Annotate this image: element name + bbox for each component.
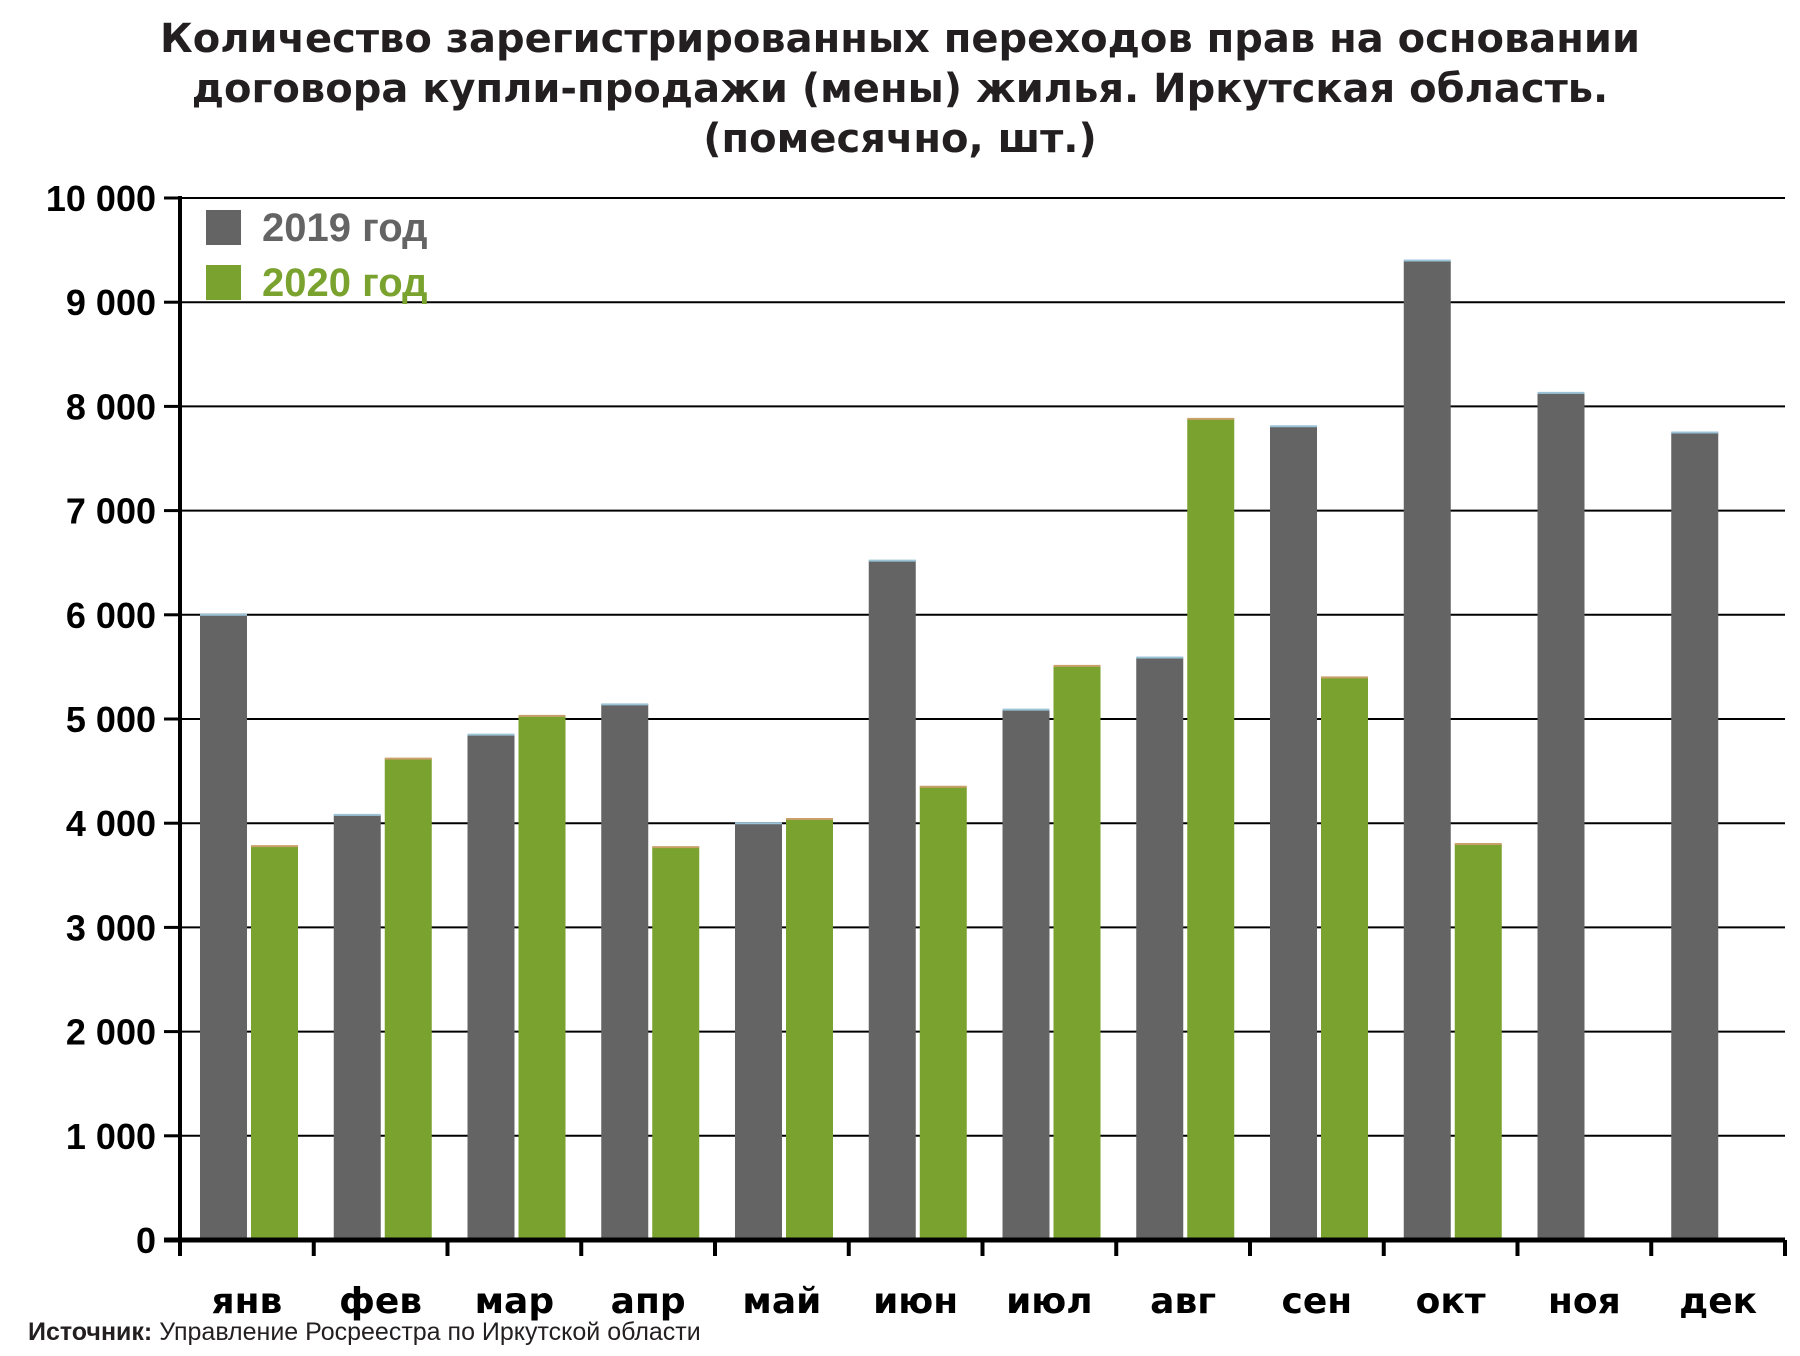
source-note: Источник: Управление Росреестра по Иркут… <box>28 1318 701 1347</box>
x-tick-label: апр <box>611 1281 686 1322</box>
x-tick-label: мар <box>475 1281 555 1322</box>
x-tick-label: июн <box>873 1281 958 1322</box>
bar-series1-дек <box>1671 432 1719 1240</box>
bar-series2-окт <box>1454 844 1502 1240</box>
legend-label: 2020 год <box>262 261 428 305</box>
y-tick-label: 0 <box>136 1220 156 1261</box>
bar-series1-апр <box>601 704 649 1240</box>
bar-series1-окт <box>1403 260 1451 1240</box>
y-tick-label: 6 000 <box>66 595 156 636</box>
bar-series2-фев <box>384 758 432 1240</box>
legend-swatch <box>206 265 241 300</box>
legend-swatch <box>206 210 241 245</box>
x-tick-label: авг <box>1150 1281 1216 1322</box>
bar-series2-апр <box>652 847 700 1240</box>
x-tick-label: дек <box>1679 1281 1757 1322</box>
bar-series1-янв <box>200 614 247 1240</box>
source-text: Управление Росреестра по Иркутской облас… <box>159 1318 701 1346</box>
bar-series2-янв <box>251 846 298 1240</box>
y-tick-label: 1 000 <box>66 1116 156 1157</box>
bar-series2-июн <box>919 786 967 1240</box>
y-tick-label: 9 000 <box>66 282 156 323</box>
bar-series2-мар <box>518 715 566 1240</box>
x-tick-label: янв <box>211 1281 282 1322</box>
y-tick-label: 10 000 <box>46 178 156 219</box>
x-tick-label: май <box>742 1281 821 1322</box>
y-tick-label: 7 000 <box>66 491 156 532</box>
y-tick-label: 4 000 <box>66 803 156 844</box>
bar-series1-мар <box>467 734 515 1240</box>
bar-series1-июл <box>1002 709 1050 1240</box>
legend-label: 2019 год <box>262 206 428 250</box>
y-tick-label: 5 000 <box>66 699 156 740</box>
chart-title: Количество зарегистрированных переходов … <box>0 14 1800 164</box>
bar-series1-сен <box>1270 426 1317 1240</box>
x-tick-label: фев <box>339 1281 422 1322</box>
chart-title-line-2: договора купли-продажи (мены) жилья. Ирк… <box>191 66 1609 112</box>
y-tick-label: 8 000 <box>66 386 156 427</box>
y-tick-label: 2 000 <box>66 1012 156 1053</box>
bar-series2-авг <box>1187 418 1235 1240</box>
bar-series1-ноя <box>1537 392 1585 1240</box>
bar-series2-июл <box>1053 665 1101 1240</box>
source-label: Источник: <box>28 1318 153 1346</box>
chart-title-line-3: (помесячно, шт.) <box>703 116 1097 162</box>
bar-series2-сен <box>1321 677 1368 1240</box>
chart-title-line-1: Количество зарегистрированных переходов … <box>160 16 1640 62</box>
bar-series1-май <box>735 823 782 1240</box>
x-tick-label: ноя <box>1548 1281 1621 1322</box>
bar-series2-май <box>786 819 833 1240</box>
bar-series1-авг <box>1136 657 1184 1240</box>
x-tick-label: окт <box>1416 1281 1486 1322</box>
x-tick-label: июл <box>1006 1281 1093 1322</box>
x-tick-label: сен <box>1282 1281 1353 1322</box>
bar-series1-фев <box>333 814 381 1240</box>
bar-series1-июн <box>868 560 916 1240</box>
y-tick-label: 3 000 <box>66 907 156 948</box>
